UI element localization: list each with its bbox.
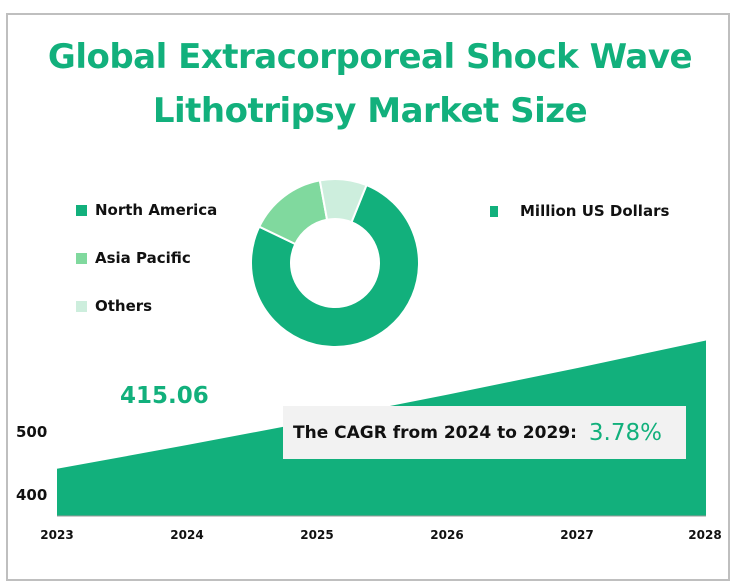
donut-slice-north-america [250,183,420,348]
donut-chart [250,178,420,348]
legend-swatch-others [76,300,87,312]
data-label-2024: 415.06 [120,383,209,409]
y-tick-label: 400 [16,486,48,504]
legend-label: Million US Dollars [520,202,670,220]
title-line-1: Global Extracorporeal Shock Wave [47,37,693,77]
legend-item-others: Others [76,297,152,315]
legend-swatch-north-america [76,204,87,216]
legend-swatch-asia-pacific [76,252,87,264]
cagr-text: The CAGR from 2024 to 2029: [293,422,577,443]
title-line-2: Lithotripsy Market Size [152,91,588,131]
x-tick-label: 2026 [430,528,464,542]
legend-swatch-million-us-dollars [490,205,498,217]
cagr-callout: The CAGR from 2024 to 2029: 3.78% [283,406,686,459]
legend-label: North America [95,201,218,219]
x-tick-label: 2023 [40,528,74,542]
legend-label: Others [95,297,153,315]
chart-title: Global Extracorporeal Shock Wave Lithotr… [0,30,740,138]
legend-label: Asia Pacific [95,249,191,267]
donut-slice-others [318,178,368,224]
y-tick-label: 500 [16,423,48,441]
legend-item-million-us-dollars: Million US Dollars [490,202,669,220]
cagr-value: 3.78% [588,419,662,446]
x-tick-label: 2027 [560,528,594,542]
legend-item-asia-pacific: Asia Pacific [76,249,191,267]
legend-item-north-america: North America [76,201,217,219]
x-tick-label: 2025 [300,528,334,542]
x-tick-label: 2028 [688,528,722,542]
x-tick-label: 2024 [170,528,204,542]
